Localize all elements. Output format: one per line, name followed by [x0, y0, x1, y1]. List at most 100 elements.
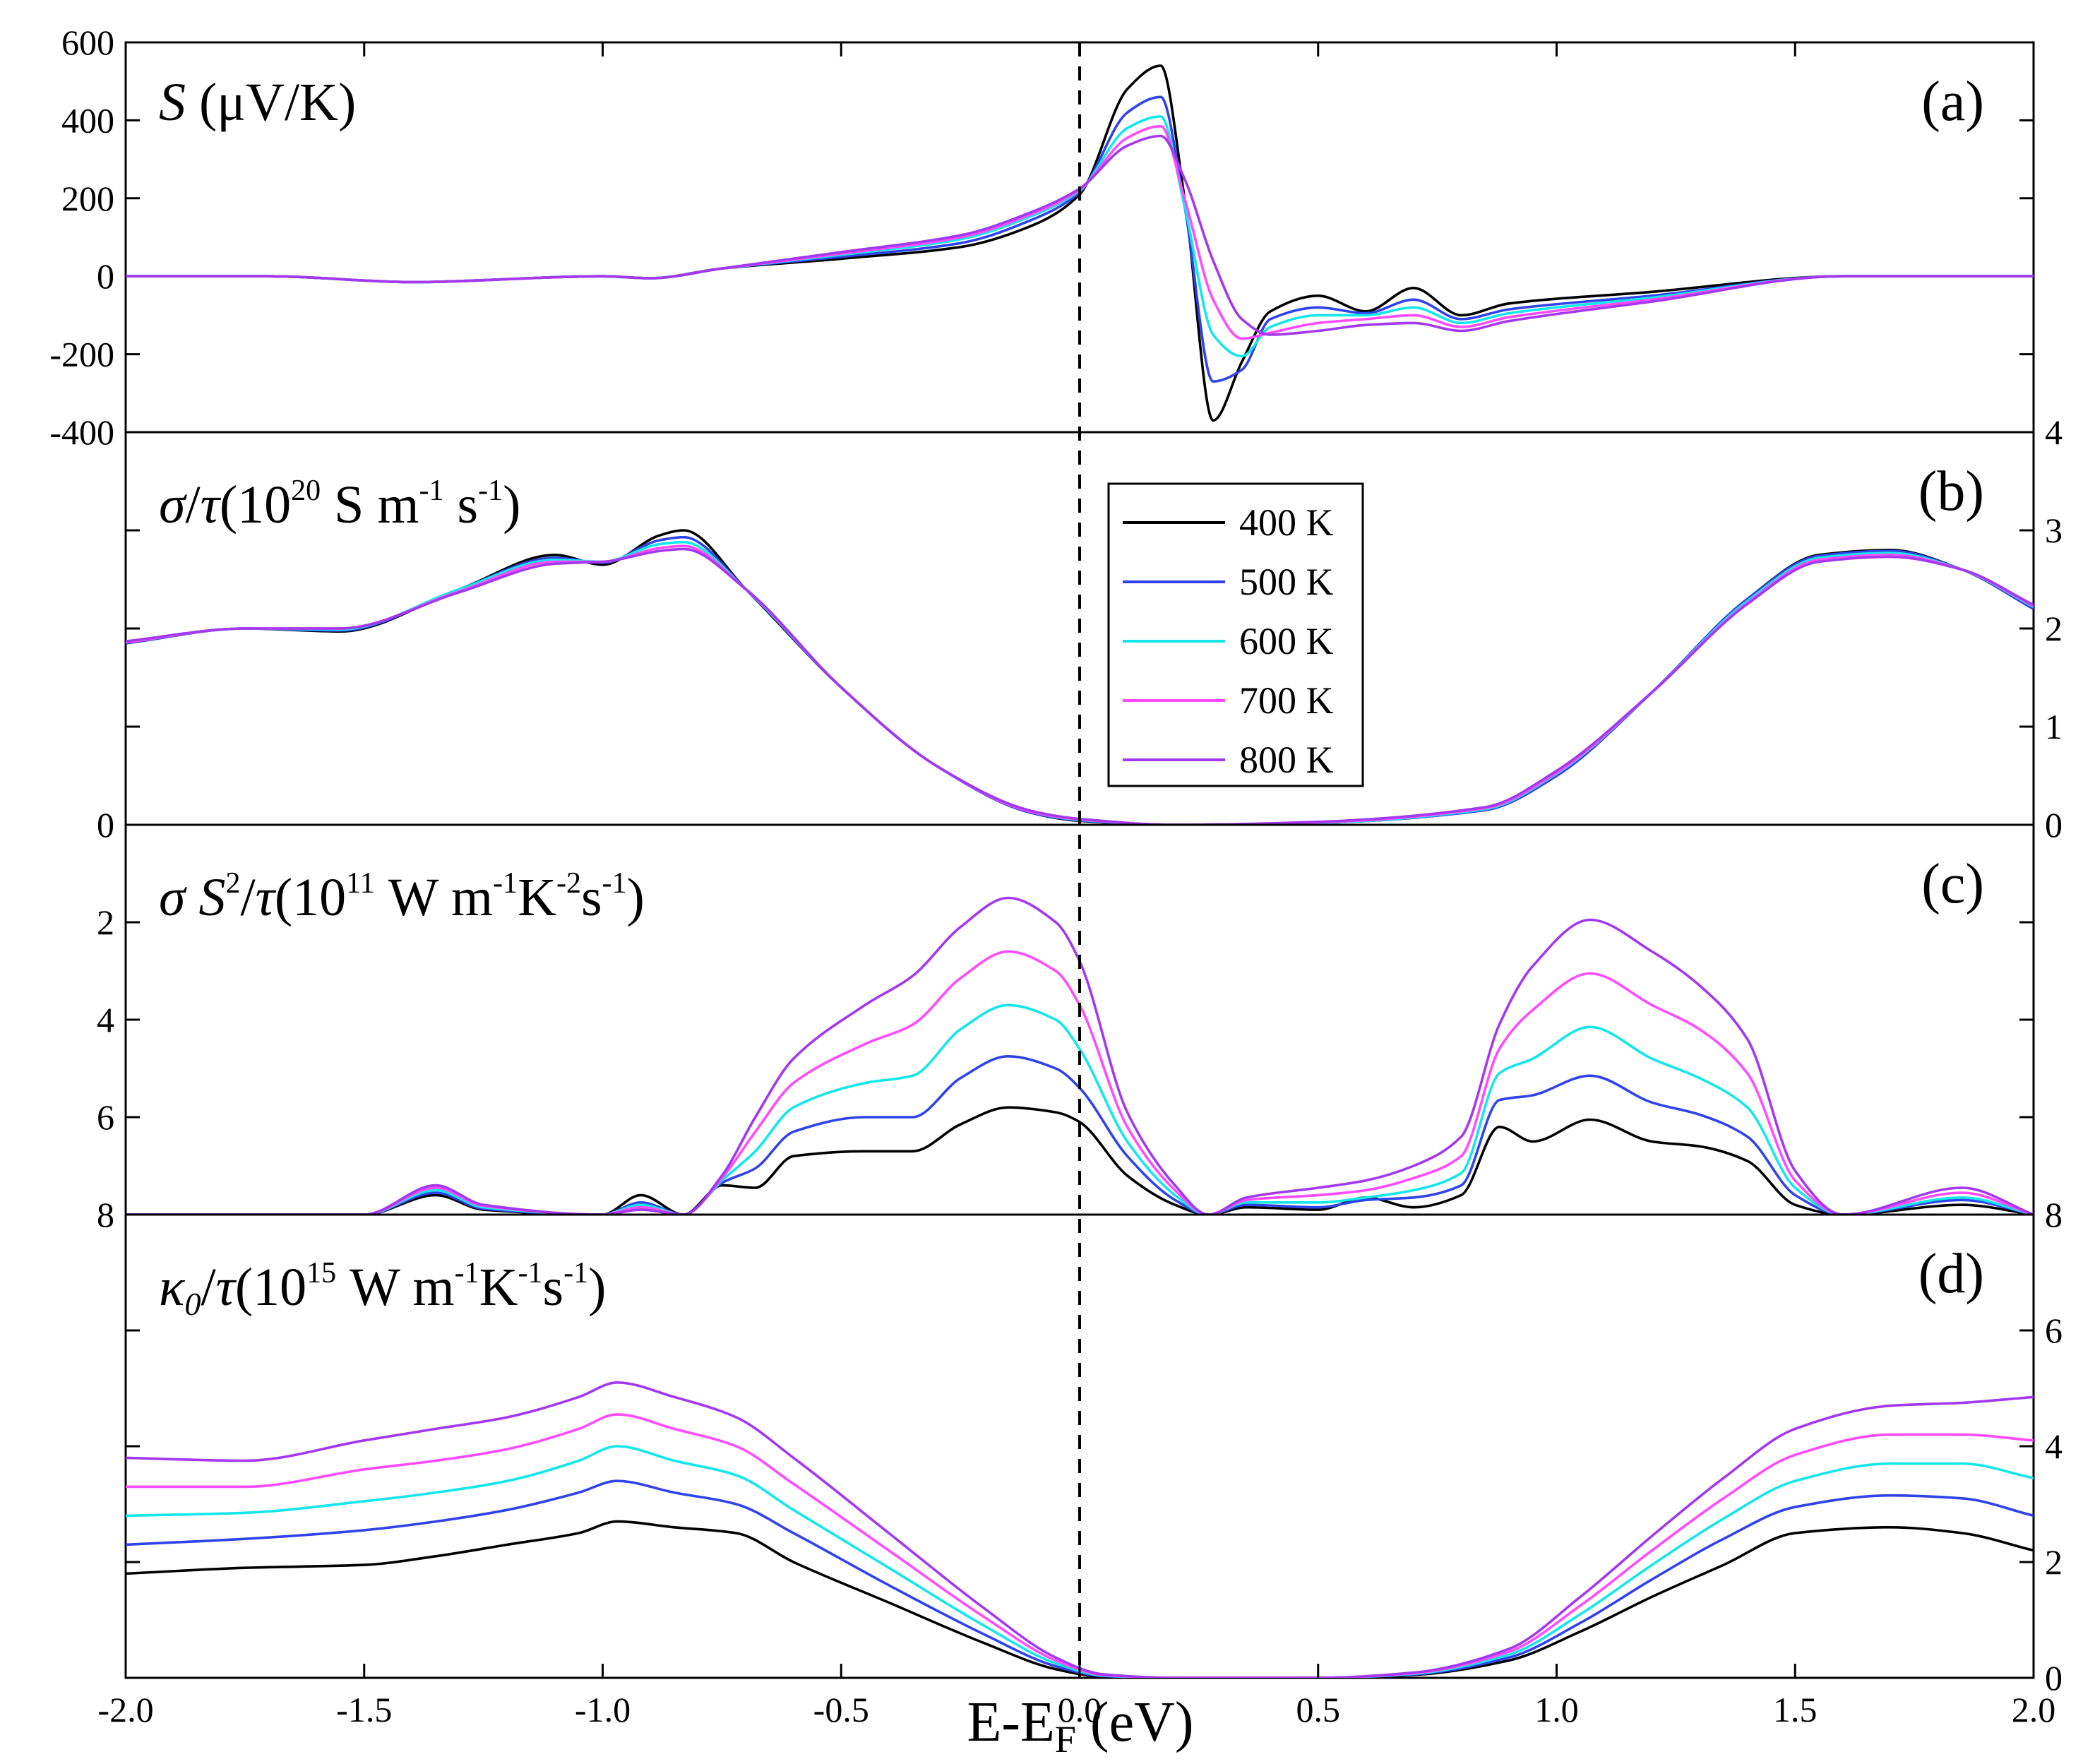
panel-c-title-part: W m: [375, 868, 493, 927]
panel-c-series: [126, 896, 2034, 1215]
panel-c-title-part: -1: [602, 867, 627, 900]
panel-d-title-part: τ: [216, 1258, 237, 1317]
series-line-600k: [126, 1003, 2034, 1215]
panel-b-title-part: s: [444, 475, 479, 535]
panel-c-title-part: s: [581, 868, 602, 927]
panel-b-title-part: 20: [291, 475, 321, 507]
panel-d-ytick-label: 2: [2045, 1542, 2063, 1582]
panel-b-title-part: τ: [201, 475, 222, 535]
panel-d-title-part: (10: [235, 1258, 306, 1317]
panel-c-title-part: /: [240, 868, 256, 927]
panel-d-title-part: ): [588, 1258, 606, 1317]
legend-box: [1107, 482, 1364, 787]
x-tick-label: 0.5: [1296, 1690, 1341, 1729]
x-tick-label: -1.5: [336, 1690, 392, 1729]
series-line-500k: [126, 1479, 2034, 1678]
series-line-700k: [126, 1413, 2034, 1678]
x-tick-label: 1.5: [1773, 1690, 1818, 1729]
panel-b-letter: (b): [1918, 460, 1984, 523]
x-axis-label-unit: (eV): [1076, 1691, 1194, 1753]
panel-a-title-part: (μV/K): [186, 73, 356, 132]
panel-c-title-part: σ: [159, 868, 187, 927]
panel-b-ytick-label: 0: [2045, 805, 2063, 845]
panel-a-ytick-label: -400: [49, 412, 114, 452]
panel-d-title-part: 15: [306, 1257, 336, 1289]
panel-d-ytick-label: 8: [2045, 1195, 2063, 1234]
panel-d-ytick-label: 0: [2045, 1658, 2063, 1698]
series-line-800k: [126, 896, 2034, 1215]
series-line-700k: [126, 544, 2034, 825]
panel-c-title-part: 11: [346, 867, 374, 900]
panel-b: 0 1 2 3 4 σ/τ(1020 S m-1 s-1) (b): [124, 412, 2063, 845]
series-line-400k: [126, 1520, 2034, 1678]
panel-c-ytick-label: 8: [97, 1195, 114, 1234]
panel-c-ytick-label: 0: [97, 805, 114, 845]
panel-d-title-part: s: [543, 1258, 564, 1317]
panel-a-ytick-label: -200: [49, 335, 114, 374]
series-line-800k: [126, 1381, 2034, 1678]
panel-d-title: κ0/τ(1015 W m-1K-1s-1): [159, 1257, 606, 1322]
panel-b-title-part: -1: [419, 475, 444, 507]
panel-c-title-part: τ: [256, 868, 277, 927]
x-axis-label-subscript: F: [1055, 1718, 1076, 1760]
panel-d-series: [126, 1381, 2034, 1678]
legend-label: 600 K: [1239, 620, 1334, 662]
panel-a-title-part: S: [159, 73, 186, 132]
panel-c-ytick-label: 2: [97, 902, 114, 942]
x-tick-label: 2.0: [2012, 1690, 2056, 1729]
panel-d-ytick-label: 6: [2045, 1311, 2063, 1350]
panel-b-ytick-label: 3: [2045, 511, 2063, 550]
panel-d-title-part: 0: [184, 1286, 201, 1322]
panel-d-ytick-label: 4: [2045, 1426, 2063, 1466]
panel-d-title-part: κ: [159, 1258, 186, 1317]
panel-b-title-part: ): [503, 475, 520, 535]
x-tick-label: 0.0: [1058, 1690, 1102, 1729]
panel-a-title: S (μV/K): [159, 73, 356, 132]
panel-d-title-part: -1: [518, 1257, 543, 1289]
x-tick-label: -0.5: [813, 1690, 869, 1729]
panel-b-title-part: σ: [159, 475, 187, 535]
panel-c-title-part: [185, 868, 198, 927]
panel-b-ytick-label: 4: [2045, 412, 2063, 452]
panel-b-ytick-label: 1: [2045, 707, 2063, 746]
panel-a-series: [126, 64, 2034, 422]
panel-a-letter: (a): [1921, 71, 1984, 133]
x-tick-label: 1.0: [1534, 1690, 1579, 1729]
panel-c-title-part: S: [198, 868, 225, 927]
series-line-400k: [126, 1106, 2034, 1215]
panel-c-letter: (c): [1921, 853, 1984, 915]
panel-b-ytick-label: 2: [2045, 609, 2063, 648]
panel-c-ytick-label: 4: [97, 1000, 114, 1039]
panel-b-series: [126, 529, 2034, 825]
panel-b-title-part: (10: [220, 475, 291, 535]
panel-c-title-part: 2: [225, 867, 240, 900]
series-line-800k: [126, 134, 2034, 336]
panel-a: -400 -200 0 200 400 600 S (μV/K) (a): [49, 23, 2035, 452]
panel-c-title-part: -2: [556, 867, 581, 900]
panel-a-ytick-label: 400: [61, 100, 114, 140]
panel-a-ytick-label: 600: [61, 23, 114, 62]
panel-a-ytick-label: 0: [97, 256, 114, 296]
series-line-600k: [126, 1445, 2034, 1678]
panel-b-title: σ/τ(1020 S m-1 s-1): [159, 475, 520, 535]
x-axis-label-main: E-E: [967, 1691, 1055, 1753]
panel-d-title-part: -1: [455, 1257, 479, 1289]
panel-d-letter: (d): [1918, 1243, 1984, 1305]
x-axis: -2.0 -1.5 -1.0 -0.5 0.0 0.5 1.0 1.5 2.0: [97, 42, 2055, 1729]
panel-d-title-part: -1: [563, 1257, 588, 1289]
x-tick-label: -1.0: [575, 1690, 631, 1729]
legend: 400 K 500 K 600 K 700 K 800 K: [1107, 482, 1364, 787]
legend-label: 400 K: [1239, 501, 1334, 544]
panel-a-ytick-label: 200: [61, 179, 114, 218]
panel-c-title-part: (10: [275, 868, 346, 927]
panel-c-title-part: ): [627, 868, 645, 927]
panel-b-title-part: -1: [478, 475, 503, 507]
panel-d-title-part: K: [479, 1258, 518, 1317]
legend-label: 500 K: [1239, 561, 1334, 603]
panel-c-title: σ S2/τ(1011 W m-1K-2s-1): [159, 867, 645, 927]
panel-b-title-part: S m: [321, 475, 419, 535]
